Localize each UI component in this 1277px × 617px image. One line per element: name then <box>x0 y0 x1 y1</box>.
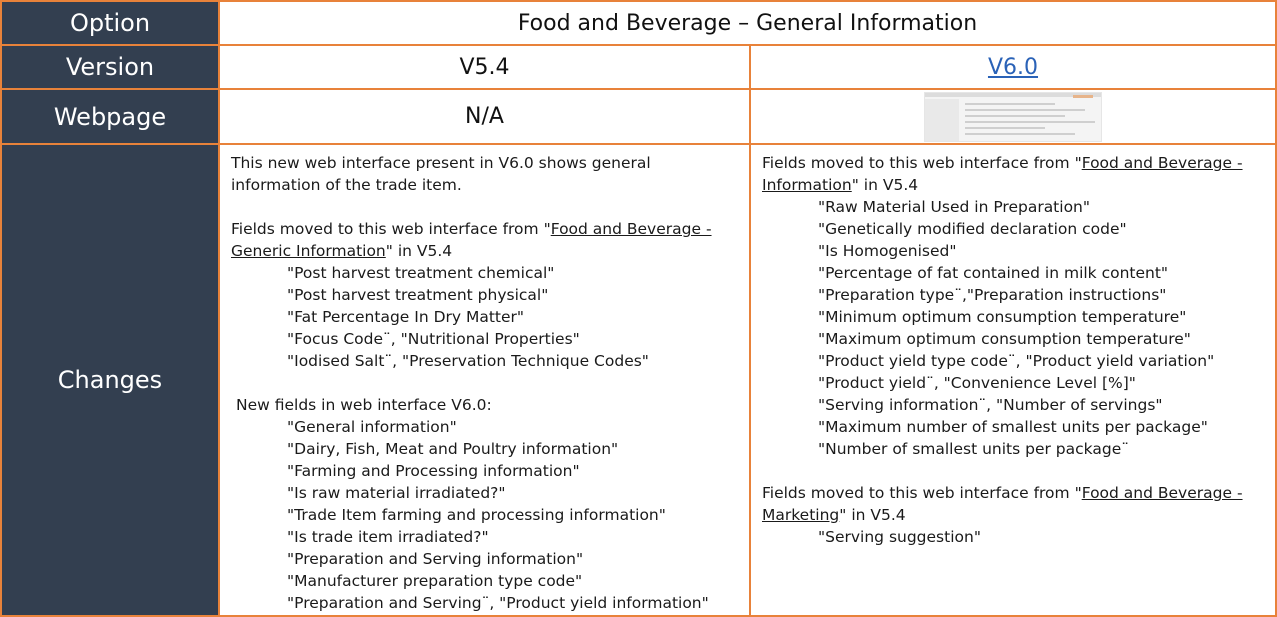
list-item: "Focus Code¨, "Nutritional Properties" <box>287 330 580 348</box>
list-item: "Serving suggestion" <box>818 528 981 546</box>
moved-source-link-cont[interactable]: Generic Information <box>231 242 386 260</box>
webpage-new-cell <box>751 90 1277 145</box>
version-label: Version <box>2 46 220 90</box>
moved-source-link-2[interactable]: Food and Beverage - <box>1081 484 1243 502</box>
list-item: "Genetically modified declaration code" <box>818 220 1127 238</box>
webpage-old: N/A <box>220 90 751 145</box>
intro-line-2: information of the trade item. <box>231 176 462 194</box>
list-item: "Serving information¨, "Number of servin… <box>818 396 1163 414</box>
moved-source-link[interactable]: Food and Beverage - <box>1081 154 1243 172</box>
list-item: "General information" <box>287 418 457 436</box>
moved-heading: Fields moved to this web interface from … <box>231 220 712 238</box>
changes-label: Changes <box>2 145 220 617</box>
list-item: "Minimum optimum consumption temperature… <box>818 308 1187 326</box>
list-item: "Preparation and Serving information" <box>287 550 584 568</box>
list-item: "Maximum number of smallest units per pa… <box>818 418 1208 436</box>
list-item: "Is trade item irradiated?" <box>287 528 489 546</box>
list-item: "Is raw material irradiated?" <box>287 484 506 502</box>
moved-heading-cont: Information" in V5.4 <box>762 176 919 194</box>
moved-heading-2-cont: Marketing" in V5.4 <box>762 506 906 524</box>
list-item: "Manufacturer preparation type code" <box>287 572 583 590</box>
option-label: Option <box>2 2 220 46</box>
list-item: "Number of smallest units per package¨ <box>818 440 1129 458</box>
moved-heading: Fields moved to this web interface from … <box>762 154 1243 172</box>
new-fields-heading: New fields in web interface V6.0: <box>236 396 492 414</box>
list-item: "Product yield¨, "Convenience Level [%]" <box>818 374 1136 392</box>
moved-heading-2: Fields moved to this web interface from … <box>762 484 1243 502</box>
list-item: "Percentage of fat contained in milk con… <box>818 264 1169 282</box>
moved-source-link-2-cont[interactable]: Marketing <box>762 506 840 524</box>
moved-source-link-cont[interactable]: Information <box>762 176 852 194</box>
moved-heading-cont: Generic Information" in V5.4 <box>231 242 453 260</box>
list-item: "Product yield type code¨, "Product yiel… <box>818 352 1215 370</box>
option-value: Food and Beverage – General Information <box>220 2 1277 46</box>
changes-right: Fields moved to this web interface from … <box>751 145 1277 617</box>
webpage-label: Webpage <box>2 90 220 145</box>
list-item: "Preparation type¨,"Preparation instruct… <box>818 286 1167 304</box>
list-item: "Maximum optimum consumption temperature… <box>818 330 1191 348</box>
list-item: "Preparation and Serving¨, "Product yiel… <box>287 594 709 612</box>
changes-left: This new web interface present in V6.0 s… <box>220 145 751 617</box>
list-item: "Farming and Processing information" <box>287 462 580 480</box>
list-item: "Iodised Salt¨, "Preservation Technique … <box>287 352 649 370</box>
intro-line-1: This new web interface present in V6.0 s… <box>231 154 651 172</box>
list-item: "Fat Percentage In Dry Matter" <box>287 308 525 326</box>
list-item: "Raw Material Used in Preparation" <box>818 198 1091 216</box>
list-item: "Post harvest treatment physical" <box>287 286 549 304</box>
list-item: "Dairy, Fish, Meat and Poultry informati… <box>287 440 619 458</box>
list-item: "Post harvest treatment chemical" <box>287 264 555 282</box>
list-item: "Trade Item farming and processing infor… <box>287 506 666 524</box>
version-new-cell: V6.0 <box>751 46 1277 90</box>
moved-source-link[interactable]: Food and Beverage - <box>550 220 712 238</box>
version-old: V5.4 <box>220 46 751 90</box>
version-new-link[interactable]: V6.0 <box>987 54 1039 80</box>
webpage-screenshot-thumbnail[interactable] <box>924 91 1102 142</box>
list-item: "Is Homogenised" <box>818 242 957 260</box>
